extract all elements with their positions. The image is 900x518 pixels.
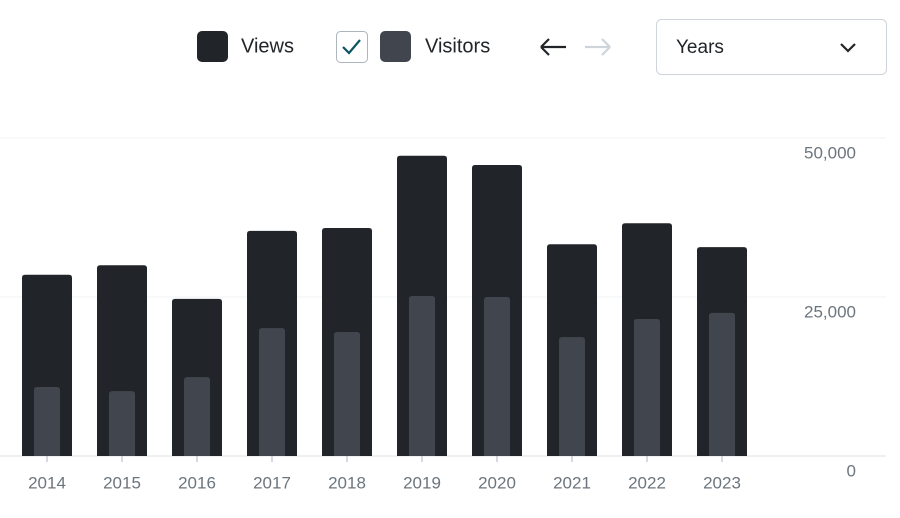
bar bbox=[259, 328, 285, 456]
x-tick-label: 2021 bbox=[553, 473, 591, 492]
bar bbox=[334, 331, 360, 456]
bar bbox=[34, 386, 60, 456]
checkmark bbox=[342, 39, 361, 55]
x-tick-label: 2015 bbox=[103, 473, 141, 492]
period-dropdown[interactable]: Years bbox=[656, 19, 887, 75]
x-tick-label: 2016 bbox=[178, 473, 216, 492]
x-tick-label: 2019 bbox=[403, 473, 441, 492]
prev-button[interactable] bbox=[540, 38, 566, 56]
x-tick-label: 2022 bbox=[628, 473, 666, 492]
y-tick-label: 25,000 bbox=[804, 302, 856, 321]
legend-label: Views bbox=[241, 35, 294, 57]
next-button bbox=[585, 38, 611, 56]
dropdown-value: Years bbox=[676, 37, 724, 58]
legend-label: Visitors bbox=[425, 35, 490, 57]
x-tick-label: 2020 bbox=[478, 473, 516, 492]
arrow-right bbox=[585, 38, 611, 56]
bar bbox=[484, 297, 510, 456]
chevron bbox=[840, 43, 856, 53]
bar bbox=[109, 391, 135, 456]
y-tick-label: 0 bbox=[847, 461, 856, 480]
legend-swatch bbox=[197, 31, 228, 62]
bar bbox=[709, 312, 735, 456]
legend-swatch bbox=[380, 31, 411, 62]
arrow-left[interactable] bbox=[540, 38, 566, 56]
x-tick-label: 2023 bbox=[703, 473, 741, 492]
dropdown-box[interactable] bbox=[656, 19, 887, 75]
bar bbox=[409, 296, 435, 456]
bar bbox=[184, 377, 210, 456]
bar bbox=[559, 337, 585, 456]
bar bbox=[634, 318, 660, 456]
y-tick-label: 50,000 bbox=[804, 143, 856, 162]
x-tick-label: 2014 bbox=[28, 473, 66, 492]
checkbox-box[interactable] bbox=[336, 31, 368, 63]
x-tick-label: 2018 bbox=[328, 473, 366, 492]
x-tick-label: 2017 bbox=[253, 473, 291, 492]
checkbox[interactable] bbox=[336, 31, 368, 63]
